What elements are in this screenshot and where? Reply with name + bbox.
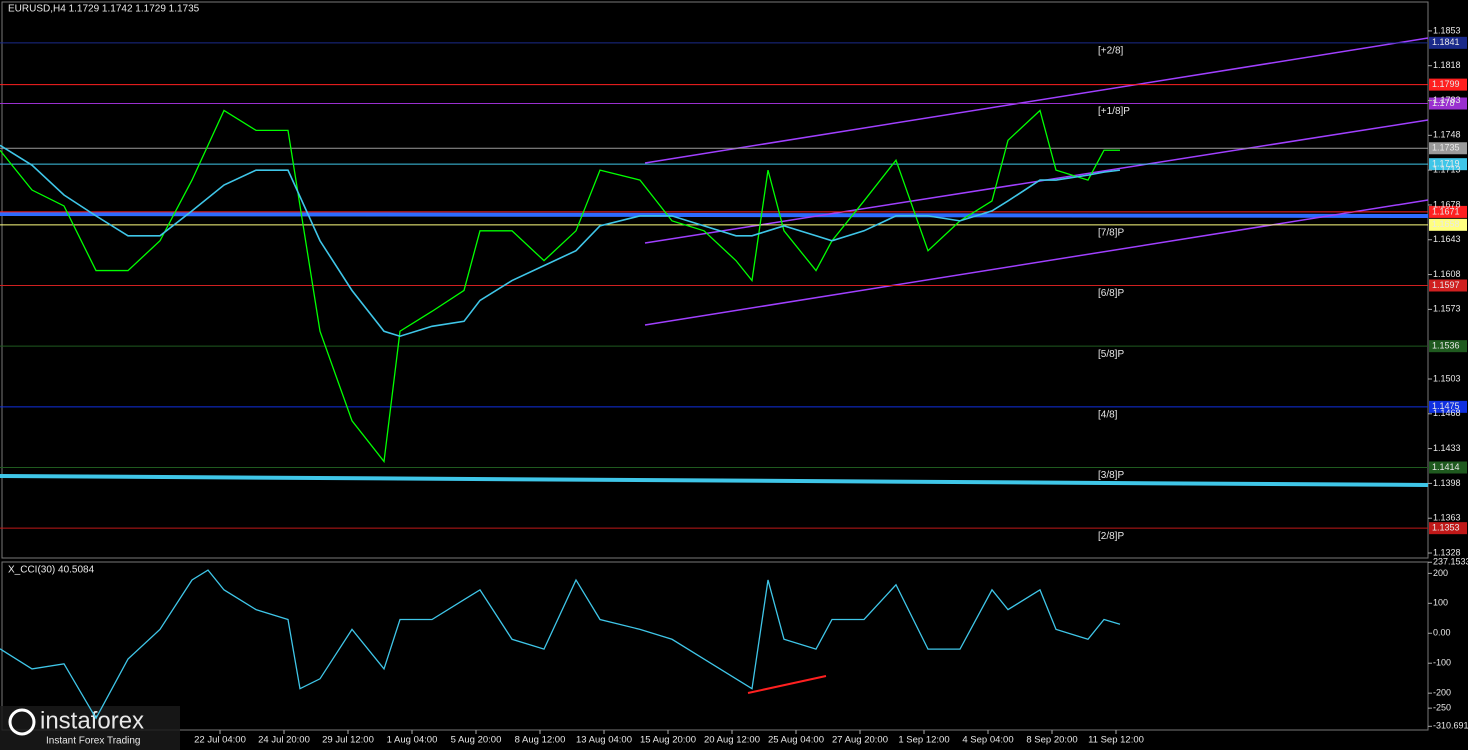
level-tag: [+1/8]P <box>1098 106 1130 117</box>
level-label: 1.1671 <box>1432 206 1460 216</box>
logo-icon <box>8 708 36 736</box>
y-tick-label: 200 <box>1433 568 1448 578</box>
level-label: 1.1658 <box>1432 219 1460 229</box>
level-tag: [5/8]P <box>1098 349 1124 360</box>
y-tick-label: 1.1328 <box>1433 547 1461 557</box>
level-label: 1.1841 <box>1432 37 1460 47</box>
level-box <box>1429 36 1467 49</box>
support-line <box>0 212 1429 218</box>
y-tick-label: 1.1748 <box>1433 130 1461 140</box>
main-panel-frame <box>1 1 1429 559</box>
y-tick-label: 1.1398 <box>1433 478 1461 488</box>
level-label: 1.1597 <box>1432 280 1460 290</box>
y-tick-label: 1.1678 <box>1433 199 1461 209</box>
x-tick-label: 15 Aug 20:00 <box>640 735 696 746</box>
channel-line <box>644 37 1429 164</box>
level-box <box>1429 461 1467 474</box>
level-label: 1.1799 <box>1432 79 1460 89</box>
x-tick-label: 8 Sep 20:00 <box>1026 735 1077 746</box>
y-tick-label: -200 <box>1433 688 1451 698</box>
y-tick-label: -100 <box>1433 658 1451 668</box>
level-box <box>1429 279 1467 292</box>
level-box <box>1429 158 1467 171</box>
level-box <box>1429 97 1467 110</box>
level-tag: [6/8]P <box>1098 288 1124 299</box>
x-tick-label: 24 Jul 20:00 <box>258 735 310 746</box>
logo-tagline: Instant Forex Trading <box>46 736 141 747</box>
y-tick-label: 1.1363 <box>1433 513 1461 523</box>
y-tick-label: 1.1503 <box>1433 373 1461 383</box>
level-tag: [7/8]P <box>1098 227 1124 238</box>
level-box <box>1429 522 1467 535</box>
cci-panel-frame <box>1 561 1429 731</box>
y-tick-label: 237.1533 <box>1433 557 1468 567</box>
level-box <box>1429 142 1467 155</box>
chart-title: EURUSD,H4 1.1729 1.1742 1.1729 1.1735 <box>8 4 200 15</box>
x-tick-label: 1 Aug 04:00 <box>387 735 438 746</box>
y-tick-label: -310.6915 <box>1433 721 1468 731</box>
level-label: 1.1735 <box>1432 143 1460 153</box>
y-tick-label: 1.1468 <box>1433 408 1461 418</box>
level-tag: [2/8]P <box>1098 531 1124 542</box>
x-tick-label: 4 Sep 04:00 <box>962 735 1013 746</box>
level-box <box>1429 218 1467 231</box>
x-tick-label: 27 Aug 20:00 <box>832 735 888 746</box>
y-tick-label: 100 <box>1433 598 1448 608</box>
channel-line <box>644 199 1429 326</box>
level-tag: [4/8] <box>1098 409 1118 420</box>
x-tick-label: 5 Aug 20:00 <box>451 735 502 746</box>
level-label: 1.1719 <box>1432 159 1460 169</box>
price-line <box>0 569 1121 720</box>
y-tick-label: -250 <box>1433 703 1451 713</box>
y-tick-label: 1.1573 <box>1433 304 1461 314</box>
x-tick-label: 25 Aug 04:00 <box>768 735 824 746</box>
y-tick-label: 1.1818 <box>1433 60 1461 70</box>
price-line <box>0 144 1121 338</box>
long-ma-line <box>0 474 1429 487</box>
x-tick-label: 20 Aug 12:00 <box>704 735 760 746</box>
level-label: 1.178 <box>1432 98 1455 108</box>
price-line <box>0 109 1120 464</box>
level-label: 1.1353 <box>1432 523 1460 533</box>
level-tag: [+2/8] <box>1098 45 1124 56</box>
y-tick-label: 1.1608 <box>1433 269 1461 279</box>
y-tick-label: 1.1853 <box>1433 25 1461 35</box>
x-tick-label: 1 Sep 12:00 <box>898 735 949 746</box>
level-tag: [3/8]P <box>1098 470 1124 481</box>
level-box <box>1429 205 1467 218</box>
level-label: 1.1475 <box>1432 401 1460 411</box>
x-tick-label: 11 Sep 12:00 <box>1088 735 1144 746</box>
level-label: 1.1414 <box>1432 462 1460 472</box>
cci-title: X_CCI(30) 40.5084 <box>8 565 95 576</box>
x-tick-label: 29 Jul 12:00 <box>322 735 374 746</box>
x-tick-label: 8 Aug 12:00 <box>515 735 566 746</box>
level-label: 1.1536 <box>1432 341 1460 351</box>
y-tick-label: 1.1783 <box>1433 95 1461 105</box>
divergence-line <box>747 675 827 694</box>
level-box <box>1429 340 1467 353</box>
y-tick-label: 1.1713 <box>1433 165 1461 175</box>
y-tick-label: 1.1643 <box>1433 234 1461 244</box>
y-tick-label: 0.00 <box>1433 628 1451 638</box>
level-box <box>1429 78 1467 91</box>
level-box <box>1429 400 1467 413</box>
x-tick-label: 22 Jul 04:00 <box>194 735 246 746</box>
y-tick-label: 1.1433 <box>1433 443 1461 453</box>
x-tick-label: 13 Aug 04:00 <box>576 735 632 746</box>
